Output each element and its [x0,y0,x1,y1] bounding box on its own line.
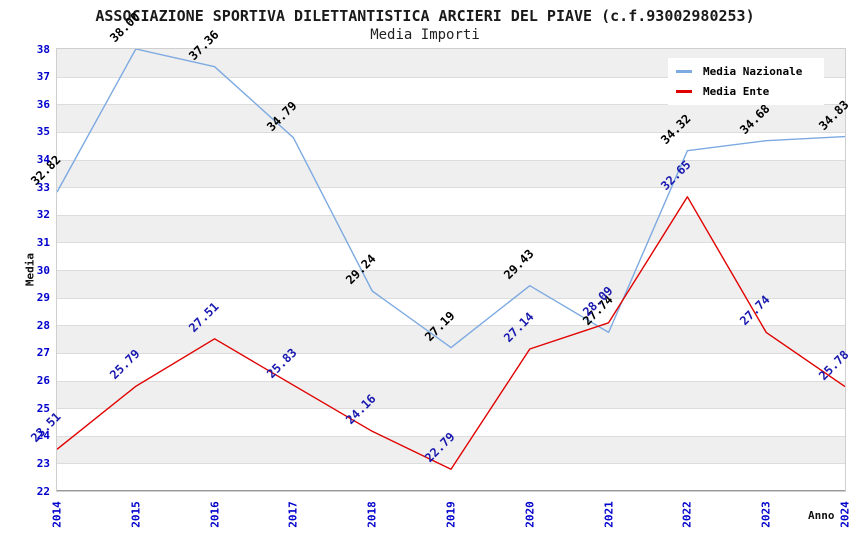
gridline [57,104,845,106]
gridline [57,435,845,437]
x-tick-label: 2014 [50,501,64,528]
x-tick-label: 2021 [602,501,616,528]
y-tick-label: 35 [36,125,50,139]
legend-line-swatch-nazionale [676,69,692,73]
legend-line-swatch-ente [676,89,692,93]
y-tick-label: 29 [36,291,50,305]
x-tick-label: 2015 [129,501,143,528]
media-nazionale-line [57,49,845,349]
y-tick-label: 24 [36,429,50,443]
gridline [57,270,845,271]
y-tick-label: 22 [36,484,50,498]
chart-title: ASSOCIAZIONE SPORTIVA DILETTANTISTICA AR… [95,7,755,25]
legend-label-ente: Media Ente [703,84,770,98]
gridline [57,463,845,465]
y-tick-label: 37 [36,70,50,84]
series-lines [57,49,845,470]
background-band [57,297,845,326]
gridline [57,325,845,327]
y-tick-label: 28 [36,318,50,332]
background-band [57,380,845,409]
legend-label-nazionale: Media Nazionale [703,64,803,78]
background-band [57,352,845,381]
y-tick-label: 25 [36,401,50,415]
gridline [57,408,845,410]
gridline [57,131,845,133]
background-band [57,435,845,464]
x-tick-label: 2016 [208,501,222,528]
legend: Media Nazionale Media Ente [668,58,824,105]
background-band [57,214,845,243]
background-band [57,242,845,270]
chart-subtitle: Media Importi [370,27,480,43]
plot-area: 32.82 38.00 37.36 34.79 29.24 27.19 29.43 27.74… [28,10,850,491]
x-tick-label: 2020 [523,501,537,528]
y-tick-label: 34 [36,153,50,166]
y-tick-label: 30 [36,263,50,277]
x-tick-label: 2017 [286,501,300,528]
x-tick-label: 2024 [838,501,850,528]
x-tick-label: 2022 [680,501,694,528]
gridline [57,297,845,299]
gridline [57,380,845,382]
background-band [57,187,845,215]
background-band [57,159,845,188]
gridline [57,187,845,189]
y-tick-label: 33 [36,180,50,194]
gridline [57,159,845,161]
gridline [57,352,845,354]
y-tick-label: 36 [36,97,50,111]
x-axis-line [57,490,845,491]
x-axis-title: Anno [808,509,835,522]
gridline [57,242,845,244]
x-tick-label: 2018 [365,501,379,528]
legend-item-media-ente: Media Ente [676,81,824,101]
x-tick-label: 2023 [759,501,773,528]
background-band [57,104,845,132]
y-tick-label: 23 [36,456,50,470]
y-tick-label: 31 [36,235,50,249]
legend-item-media-nazionale: Media Nazionale [676,61,824,81]
y-tick-label: 27 [36,346,50,360]
y-tick-label: 38 [36,42,50,56]
y-tick-label: 26 [36,374,50,387]
gridline [57,214,845,216]
background-band [57,408,845,436]
background-band [57,131,845,160]
media-ente-line [57,196,845,470]
y-tick-label: 32 [36,208,50,222]
gridline [57,76,845,78]
background-band [57,270,845,298]
x-tick-label: 2019 [444,501,458,528]
